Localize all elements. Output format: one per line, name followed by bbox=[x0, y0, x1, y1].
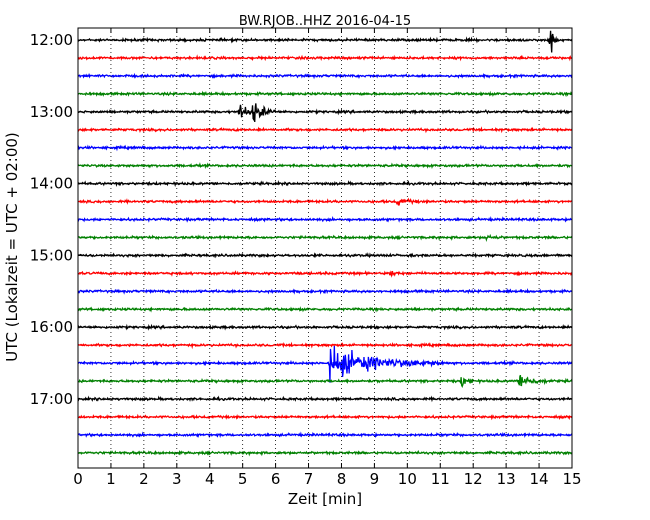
y-tick-label: 16:00 bbox=[30, 318, 73, 336]
trace-line-1515 bbox=[77, 270, 573, 278]
x-tick-label: 2 bbox=[139, 470, 149, 488]
trace-line-1730 bbox=[77, 431, 573, 439]
grid-layer bbox=[110, 28, 540, 468]
trace-line-1315 bbox=[77, 126, 573, 134]
trace-line-1400 bbox=[77, 180, 573, 188]
trace-line-1445 bbox=[77, 233, 573, 242]
y-tick-label: 12:00 bbox=[30, 31, 73, 49]
x-tick-label: 5 bbox=[238, 470, 248, 488]
trace-line-1715 bbox=[77, 413, 573, 421]
trace-line-1300 bbox=[77, 103, 573, 123]
x-tick-label: 8 bbox=[337, 470, 347, 488]
trace-line-1645 bbox=[77, 374, 573, 389]
x-tick-label: 3 bbox=[172, 470, 182, 488]
x-axis-label: Zeit [min] bbox=[288, 490, 362, 508]
trace-line-1545 bbox=[77, 306, 573, 313]
traces-layer bbox=[77, 30, 573, 457]
trace-line-1430 bbox=[77, 215, 573, 223]
trace-line-1745 bbox=[77, 449, 573, 457]
x-tick-label: 1 bbox=[106, 470, 116, 488]
trace-line-1415 bbox=[77, 197, 573, 207]
trace-line-1230 bbox=[77, 72, 573, 80]
trace-line-1215 bbox=[77, 54, 573, 62]
x-tick-label: 15 bbox=[562, 470, 581, 488]
x-tick-label: 13 bbox=[497, 470, 516, 488]
x-ticks: 0 1 2 3 4 5 6 7 8 9 10 11 12 13 14 15 bbox=[73, 28, 582, 488]
x-tick-label: 7 bbox=[304, 470, 314, 488]
x-tick-label: 4 bbox=[205, 470, 215, 488]
y-tick-label: 17:00 bbox=[30, 390, 73, 408]
trace-line-1500 bbox=[77, 252, 573, 259]
y-tick-label: 14:00 bbox=[30, 175, 73, 193]
trace-line-1600 bbox=[77, 323, 573, 331]
trace-line-1530 bbox=[77, 287, 573, 295]
trace-line-1330 bbox=[77, 144, 573, 152]
x-tick-label: 10 bbox=[398, 470, 417, 488]
x-tick-label: 9 bbox=[370, 470, 380, 488]
x-tick-label: 11 bbox=[431, 470, 450, 488]
chart-title: BW.RJOB..HHZ 2016-04-15 bbox=[239, 14, 411, 29]
y-tick-label: 13:00 bbox=[30, 103, 73, 121]
trace-line-1700 bbox=[77, 395, 573, 403]
trace-line-1200 bbox=[77, 30, 573, 53]
x-tick-label: 6 bbox=[271, 470, 281, 488]
y-tick-label: 15:00 bbox=[30, 246, 73, 264]
y-ticks: 12:00 13:00 14:00 15:00 16:00 17:00 bbox=[30, 31, 572, 408]
y-axis-label: UTC (Lokalzeit = UTC + 02:00) bbox=[3, 132, 21, 362]
trace-line-1345 bbox=[77, 162, 573, 170]
x-tick-label: 14 bbox=[530, 470, 549, 488]
plot-frame bbox=[77, 27, 573, 469]
trace-line-1615 bbox=[77, 341, 573, 350]
trace-line-1245 bbox=[77, 90, 573, 98]
trace-line-1630 bbox=[77, 346, 573, 383]
x-tick-label: 12 bbox=[464, 470, 483, 488]
x-tick-label: 0 bbox=[73, 470, 83, 488]
